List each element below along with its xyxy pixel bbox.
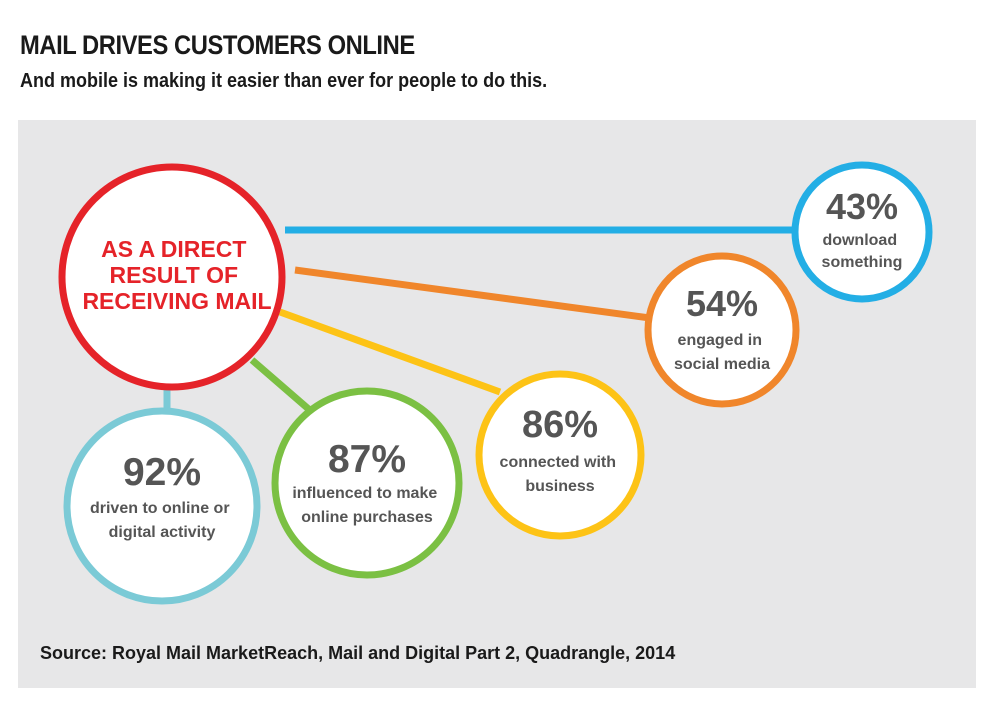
- stat-node-business: 86% connected with business: [475, 370, 645, 540]
- stat-label: connected with business: [500, 454, 621, 495]
- center-label-line: RECEIVING MAIL: [82, 288, 271, 314]
- stat-label: engaged in social media: [674, 332, 770, 373]
- stat-label-line: social media: [674, 356, 770, 373]
- stat-value: 86%: [522, 404, 598, 446]
- stat-label-line: engaged in: [678, 332, 762, 349]
- center-node: AS A DIRECT RESULT OF RECEIVING MAIL: [58, 163, 286, 391]
- stat-label: driven to online or digital activity: [90, 500, 234, 541]
- page-subtitle: And mobile is making it easier than ever…: [20, 70, 548, 92]
- stat-node-online-activity: 92% driven to online or digital activity: [63, 407, 261, 605]
- stat-value: 54%: [686, 283, 758, 324]
- source-citation: Source: Royal Mail MarketReach, Mail and…: [40, 643, 676, 663]
- page-title: MAIL DRIVES CUSTOMERS ONLINE: [20, 30, 415, 60]
- stat-label-line: driven to online or: [90, 500, 230, 517]
- stat-label-line: connected with: [500, 454, 616, 471]
- stat-label: influenced to make online purchases: [292, 485, 441, 526]
- stat-label-line: something: [822, 254, 903, 271]
- connector-line-purchases: [249, 357, 315, 415]
- center-label-line: RESULT OF: [109, 262, 238, 288]
- stat-value: 92%: [123, 451, 201, 494]
- stat-label-line: business: [525, 478, 594, 495]
- center-label-line: AS A DIRECT: [101, 236, 246, 262]
- stat-label-line: download: [822, 232, 897, 249]
- stat-label: download something: [822, 232, 903, 271]
- connector-line-business: [278, 308, 502, 396]
- stat-value: 43%: [826, 186, 898, 227]
- stat-label-line: influenced to make: [292, 485, 437, 502]
- stat-node-social-media: 54% engaged in social media: [644, 252, 800, 408]
- connector-line-social-media: [294, 266, 651, 322]
- center-label: AS A DIRECT RESULT OF RECEIVING MAIL: [82, 236, 271, 314]
- stat-label-line: online purchases: [301, 509, 433, 526]
- stat-node-purchases: 87% influenced to make online purchases: [271, 387, 463, 579]
- stat-label-line: digital activity: [109, 524, 216, 541]
- stat-value: 87%: [328, 438, 406, 481]
- stat-node-download: 43% download something: [791, 161, 933, 303]
